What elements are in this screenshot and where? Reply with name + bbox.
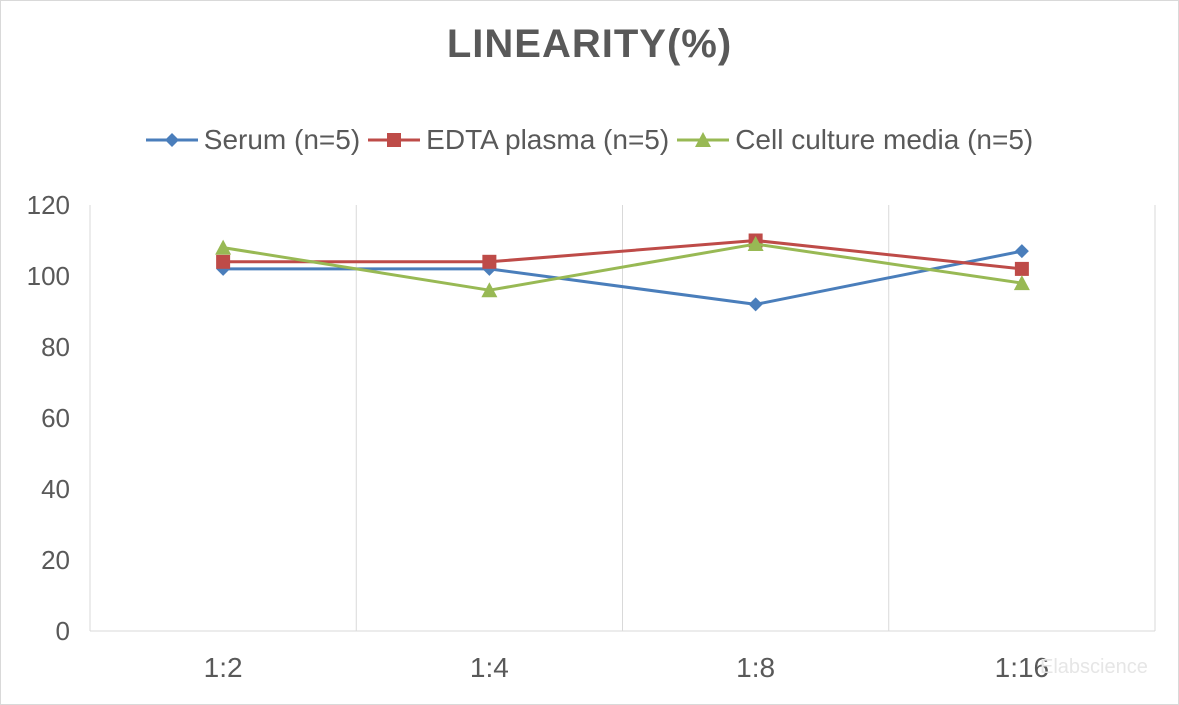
data-point-square xyxy=(482,255,496,269)
y-tick-label: 40 xyxy=(41,474,70,504)
y-tick-label: 120 xyxy=(27,190,70,220)
data-point-diamond xyxy=(749,297,763,311)
watermark: Elabscience xyxy=(1040,656,1148,679)
x-tick-label: 1:2 xyxy=(204,652,243,683)
data-point-square xyxy=(216,255,230,269)
x-tick-label: 1:8 xyxy=(736,652,775,683)
y-tick-label: 60 xyxy=(41,403,70,433)
data-point-square xyxy=(1015,262,1029,276)
y-tick-label: 20 xyxy=(41,545,70,575)
x-tick-label: 1:4 xyxy=(470,652,509,683)
y-tick-label: 0 xyxy=(56,616,70,646)
data-point-diamond xyxy=(1015,244,1029,258)
plot-area: 0204060801001201:2 1:4 1:8 1:16 xyxy=(0,0,1179,705)
y-tick-label: 100 xyxy=(27,261,70,291)
y-tick-label: 80 xyxy=(41,332,70,362)
